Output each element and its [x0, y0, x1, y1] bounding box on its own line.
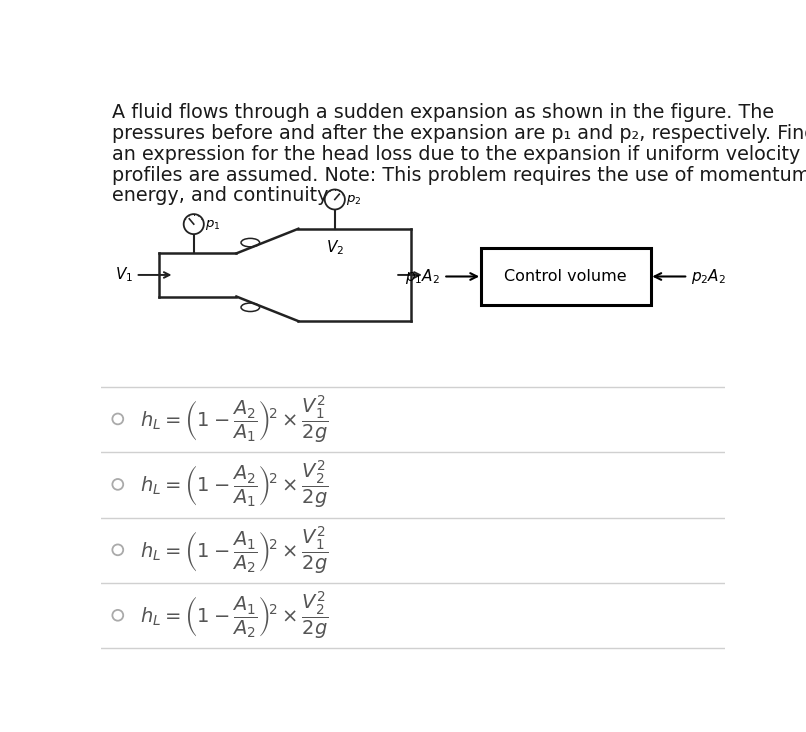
Text: $V_1$: $V_1$	[115, 266, 133, 284]
Text: $h_L = \left(1 - \dfrac{A_2}{A_1}\right)^{\!2}\times \dfrac{V_1^2}{2g}$: $h_L = \left(1 - \dfrac{A_2}{A_1}\right)…	[139, 393, 328, 444]
Text: an expression for the head loss due to the expansion if uniform velocity: an expression for the head loss due to t…	[111, 145, 800, 164]
Text: A fluid flows through a sudden expansion as shown in the figure. The: A fluid flows through a sudden expansion…	[111, 103, 774, 122]
Text: pressures before and after the expansion are p₁ and p₂, respectively. Find: pressures before and after the expansion…	[111, 124, 806, 143]
Circle shape	[184, 214, 204, 234]
Text: $p_1$: $p_1$	[205, 218, 220, 232]
Text: $p_2$: $p_2$	[346, 193, 361, 207]
Text: $h_L = \left(1 - \dfrac{A_1}{A_2}\right)^{\!2}\times \dfrac{V_1^2}{2g}$: $h_L = \left(1 - \dfrac{A_1}{A_2}\right)…	[139, 524, 328, 575]
Text: energy, and continuity.: energy, and continuity.	[111, 187, 331, 206]
Circle shape	[325, 190, 345, 209]
Text: $h_L = \left(1 - \dfrac{A_1}{A_2}\right)^{\!2}\times \dfrac{V_2^2}{2g}$: $h_L = \left(1 - \dfrac{A_1}{A_2}\right)…	[139, 589, 328, 641]
Text: $V_2$: $V_2$	[326, 238, 343, 257]
Bar	[480, 248, 651, 305]
Text: $p_1A_2$: $p_1A_2$	[405, 267, 440, 286]
Text: Control volume: Control volume	[505, 269, 627, 284]
Text: $h_L = \left(1 - \dfrac{A_2}{A_1}\right)^{\!2}\times \dfrac{V_2^2}{2g}$: $h_L = \left(1 - \dfrac{A_2}{A_1}\right)…	[139, 459, 328, 510]
Text: $p_2A_2$: $p_2A_2$	[692, 267, 726, 286]
Text: profiles are assumed. Note: This problem requires the use of momentum,: profiles are assumed. Note: This problem…	[111, 165, 806, 184]
